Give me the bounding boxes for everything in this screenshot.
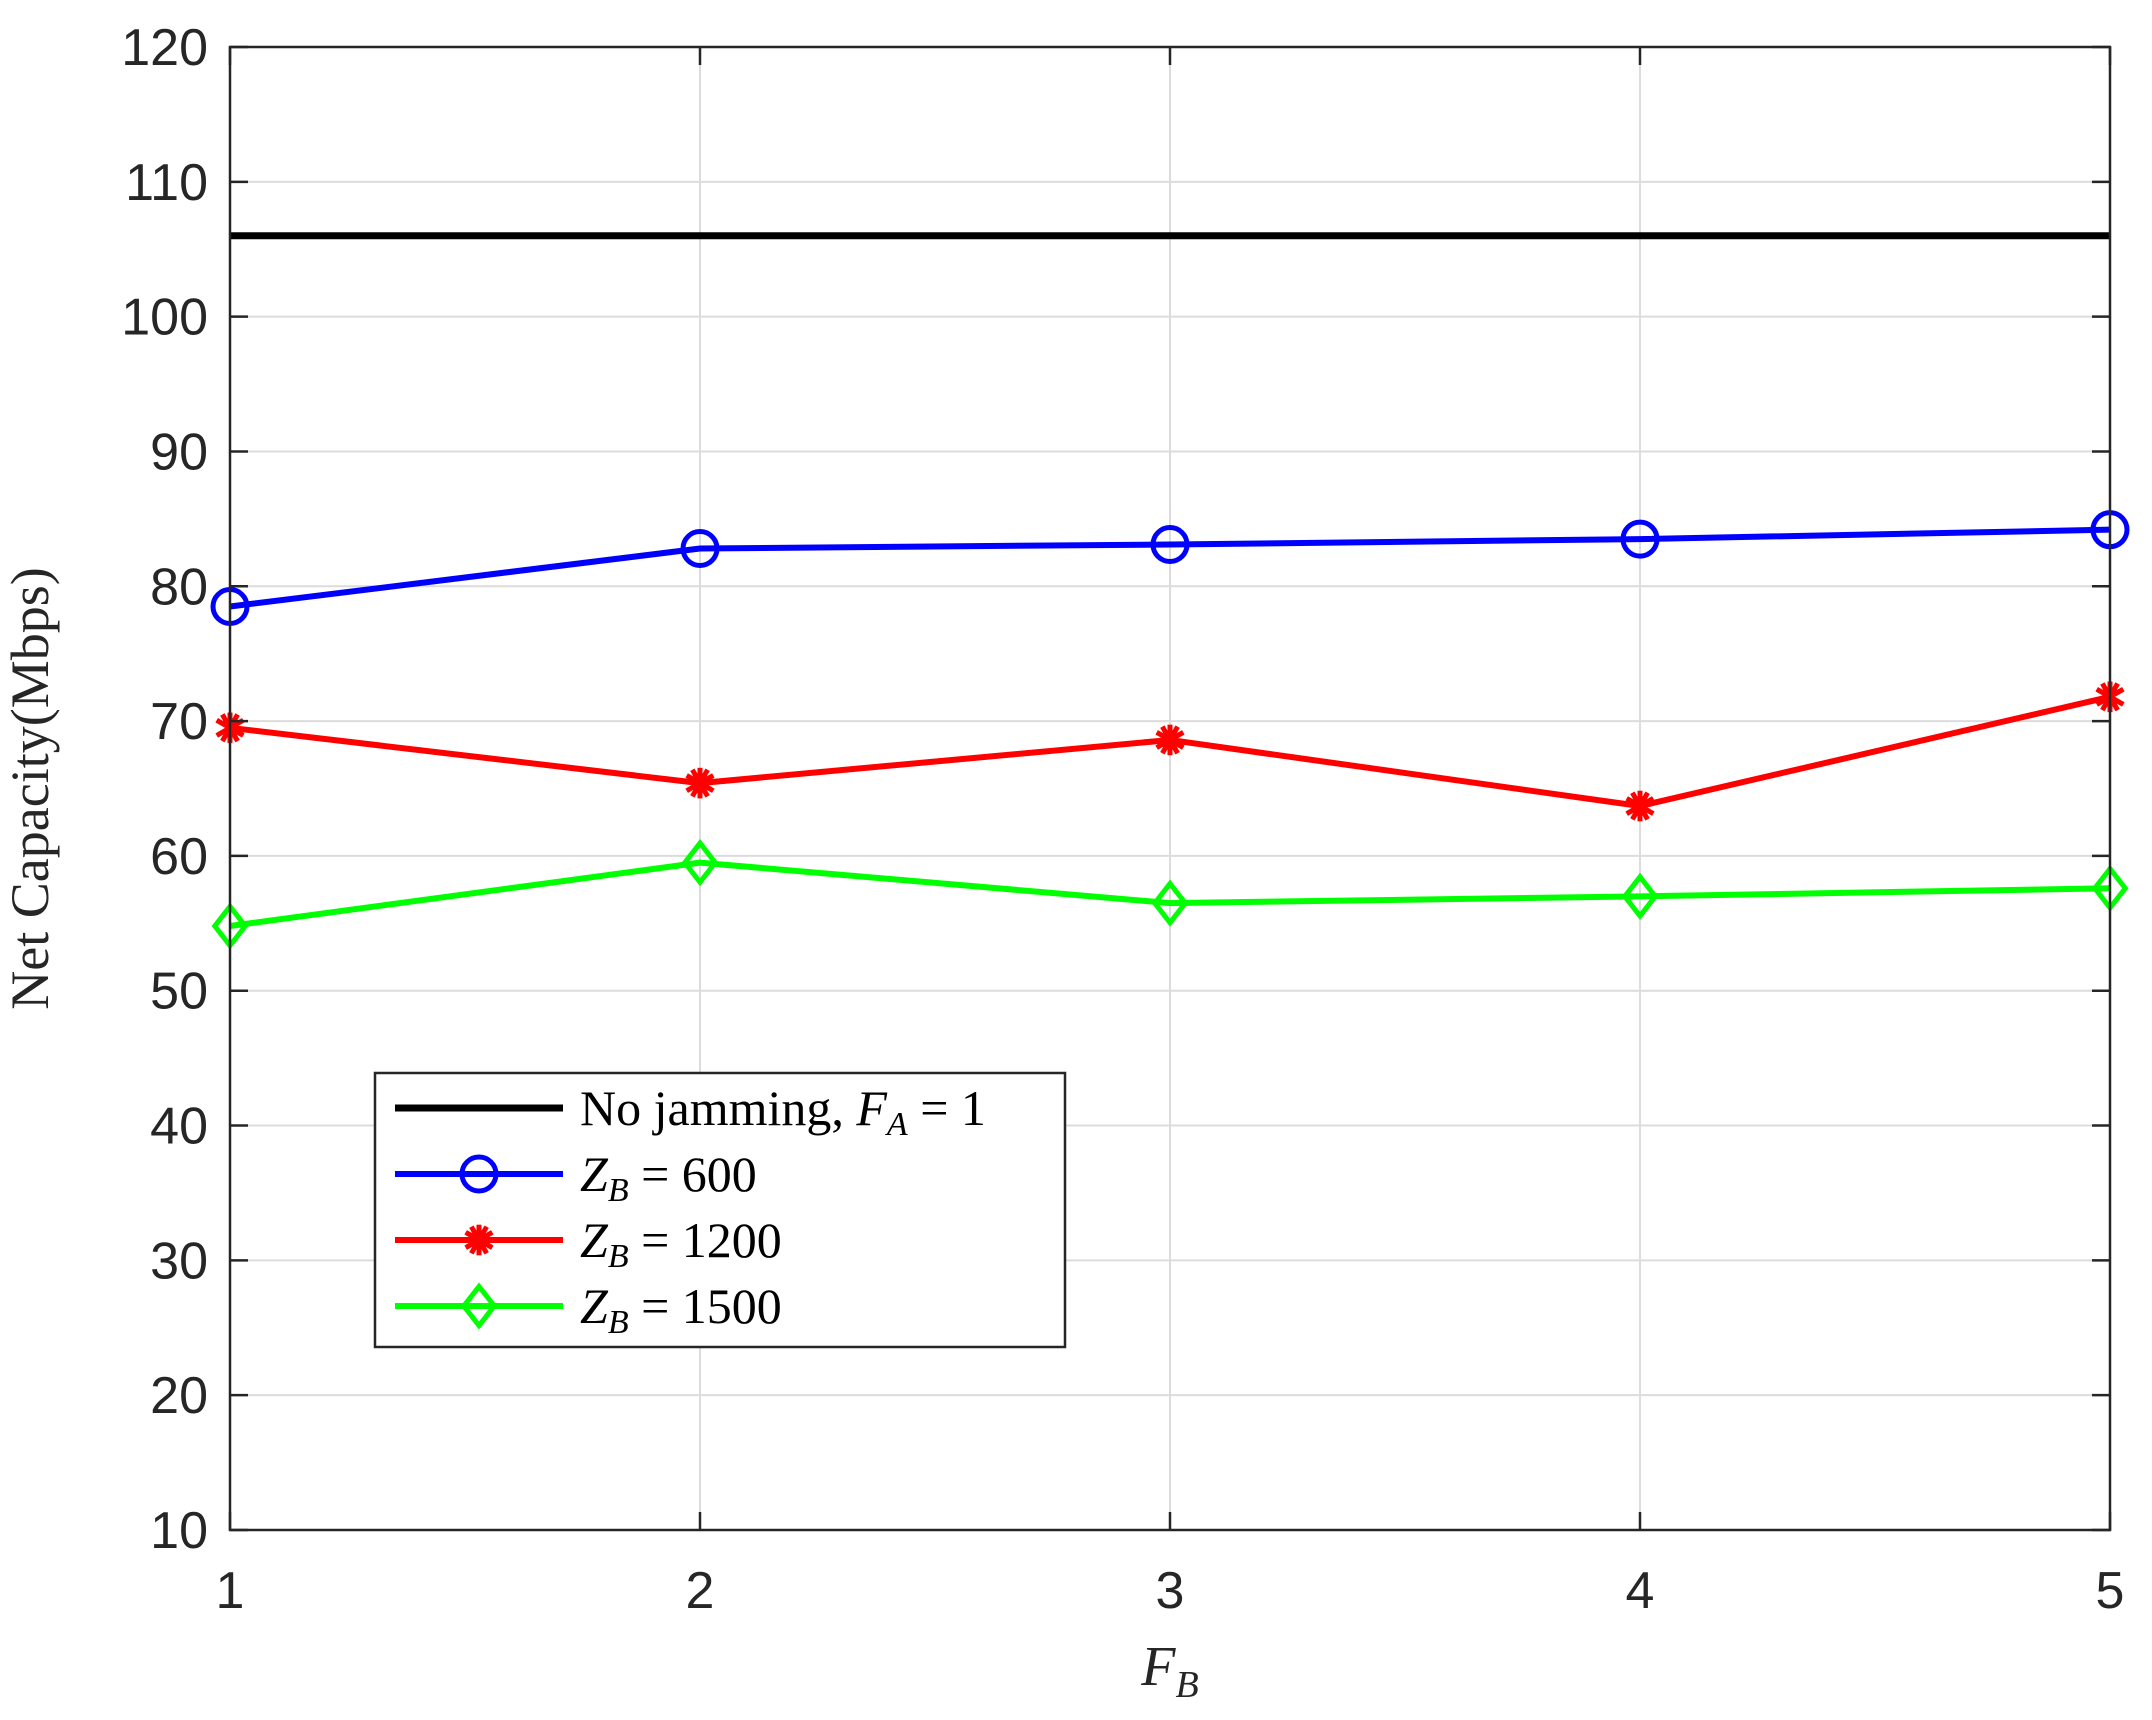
legend-item: No jamming, FA = 1 (395, 1080, 986, 1143)
x-tick-label: 2 (686, 1562, 715, 1620)
data-point-circle (1150, 524, 1190, 564)
tick-marks (228, 45, 2112, 1532)
x-tick-labels: 1 2 3 4 5 (216, 1562, 2125, 1620)
x-tick-label: 1 (216, 1562, 245, 1620)
y-tick-label: 120 (121, 19, 208, 77)
legend-label: ZB = 1200 (580, 1212, 782, 1275)
data-point-diamond (1151, 879, 1189, 927)
legend-item: ZB = 1500 (395, 1278, 782, 1341)
x-axis-label-sub: B (1176, 1664, 1199, 1706)
legend-marker (459, 1154, 499, 1194)
series-3 (211, 839, 2129, 950)
legend-marker (460, 1282, 498, 1330)
data-point-asterisk (1155, 724, 1185, 756)
data-point-circle (680, 529, 720, 569)
legend-label: No jamming, FA = 1 (580, 1080, 986, 1143)
series-line-3 (229, 859, 2111, 929)
x-tick-label: 5 (2096, 1562, 2125, 1620)
y-tick-label: 40 (150, 1098, 208, 1156)
data-point-asterisk (685, 767, 715, 799)
y-tick-label: 80 (150, 558, 208, 616)
y-tick-label: 20 (150, 1367, 208, 1425)
legend-label: ZB = 600 (580, 1146, 757, 1209)
y-tick-label: 30 (150, 1232, 208, 1290)
series-layer (210, 232, 2130, 950)
y-tick-label: 70 (150, 693, 208, 751)
y-axis-label: Net Capacity(Mbps) (0, 567, 60, 1009)
x-axis-label-main: F (1140, 1636, 1176, 1698)
x-tick-label: 4 (1626, 1562, 1655, 1620)
data-point-asterisk (1625, 790, 1655, 822)
legend-item: ZB = 600 (395, 1146, 757, 1209)
y-tick-label: 50 (150, 963, 208, 1021)
y-tick-label: 90 (150, 423, 208, 481)
series-line-1 (229, 526, 2111, 610)
x-tick-label: 3 (1156, 1562, 1185, 1620)
y-tick-label: 60 (150, 828, 208, 886)
data-point-circle (1620, 519, 1660, 559)
data-point-diamond (1621, 872, 1659, 920)
y-tick-label: 10 (150, 1502, 208, 1560)
y-tick-label: 100 (121, 289, 208, 347)
data-point-diamond (681, 839, 719, 887)
x-axis-label: FB (1140, 1636, 1198, 1706)
legend-item: ZB = 1200 (395, 1212, 782, 1275)
y-tick-labels: 10 20 30 40 50 60 70 80 90 100 110 120 (121, 19, 208, 1560)
y-tick-label: 110 (125, 154, 208, 212)
legend-marker (464, 1224, 494, 1256)
legend-label: ZB = 1500 (580, 1278, 782, 1341)
